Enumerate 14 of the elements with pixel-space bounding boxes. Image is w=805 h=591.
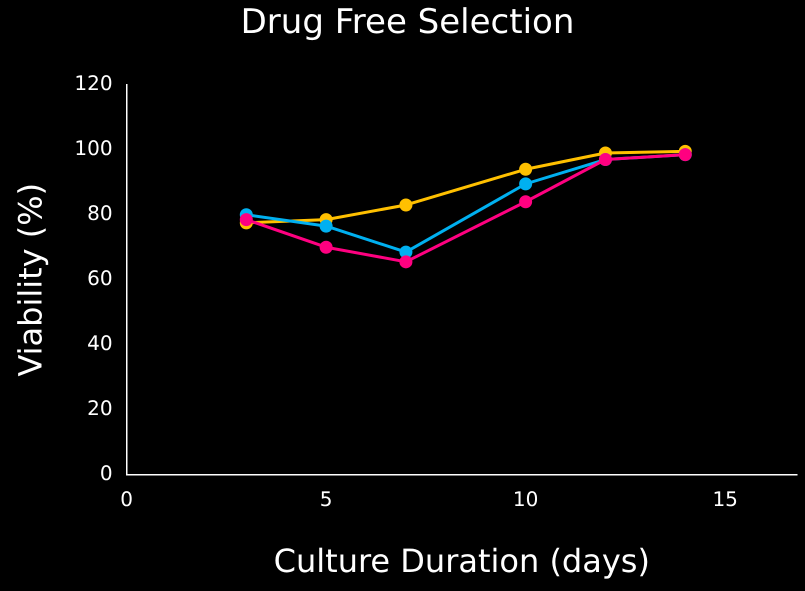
y-tick-label: 40 (87, 330, 113, 355)
y-tick-label: 0 (100, 460, 113, 485)
y-tick-label: 20 (87, 396, 113, 420)
chart-title: Drug Free Selection (240, 2, 574, 42)
y-axis-title: Viability (%) (12, 182, 50, 377)
x-tick-label: 0 (120, 486, 133, 511)
y-tick-label: 120 (74, 71, 113, 96)
x-tick-label: 10 (512, 486, 538, 511)
y-tick-label: 60 (87, 266, 113, 290)
x-tick-label: 15 (712, 486, 738, 511)
x-tick-label: 5 (320, 486, 332, 511)
y-tick-label: 80 (87, 200, 113, 225)
x-axis-title: Culture Duration (days) (274, 542, 650, 580)
y-tick-label: 100 (74, 136, 113, 160)
